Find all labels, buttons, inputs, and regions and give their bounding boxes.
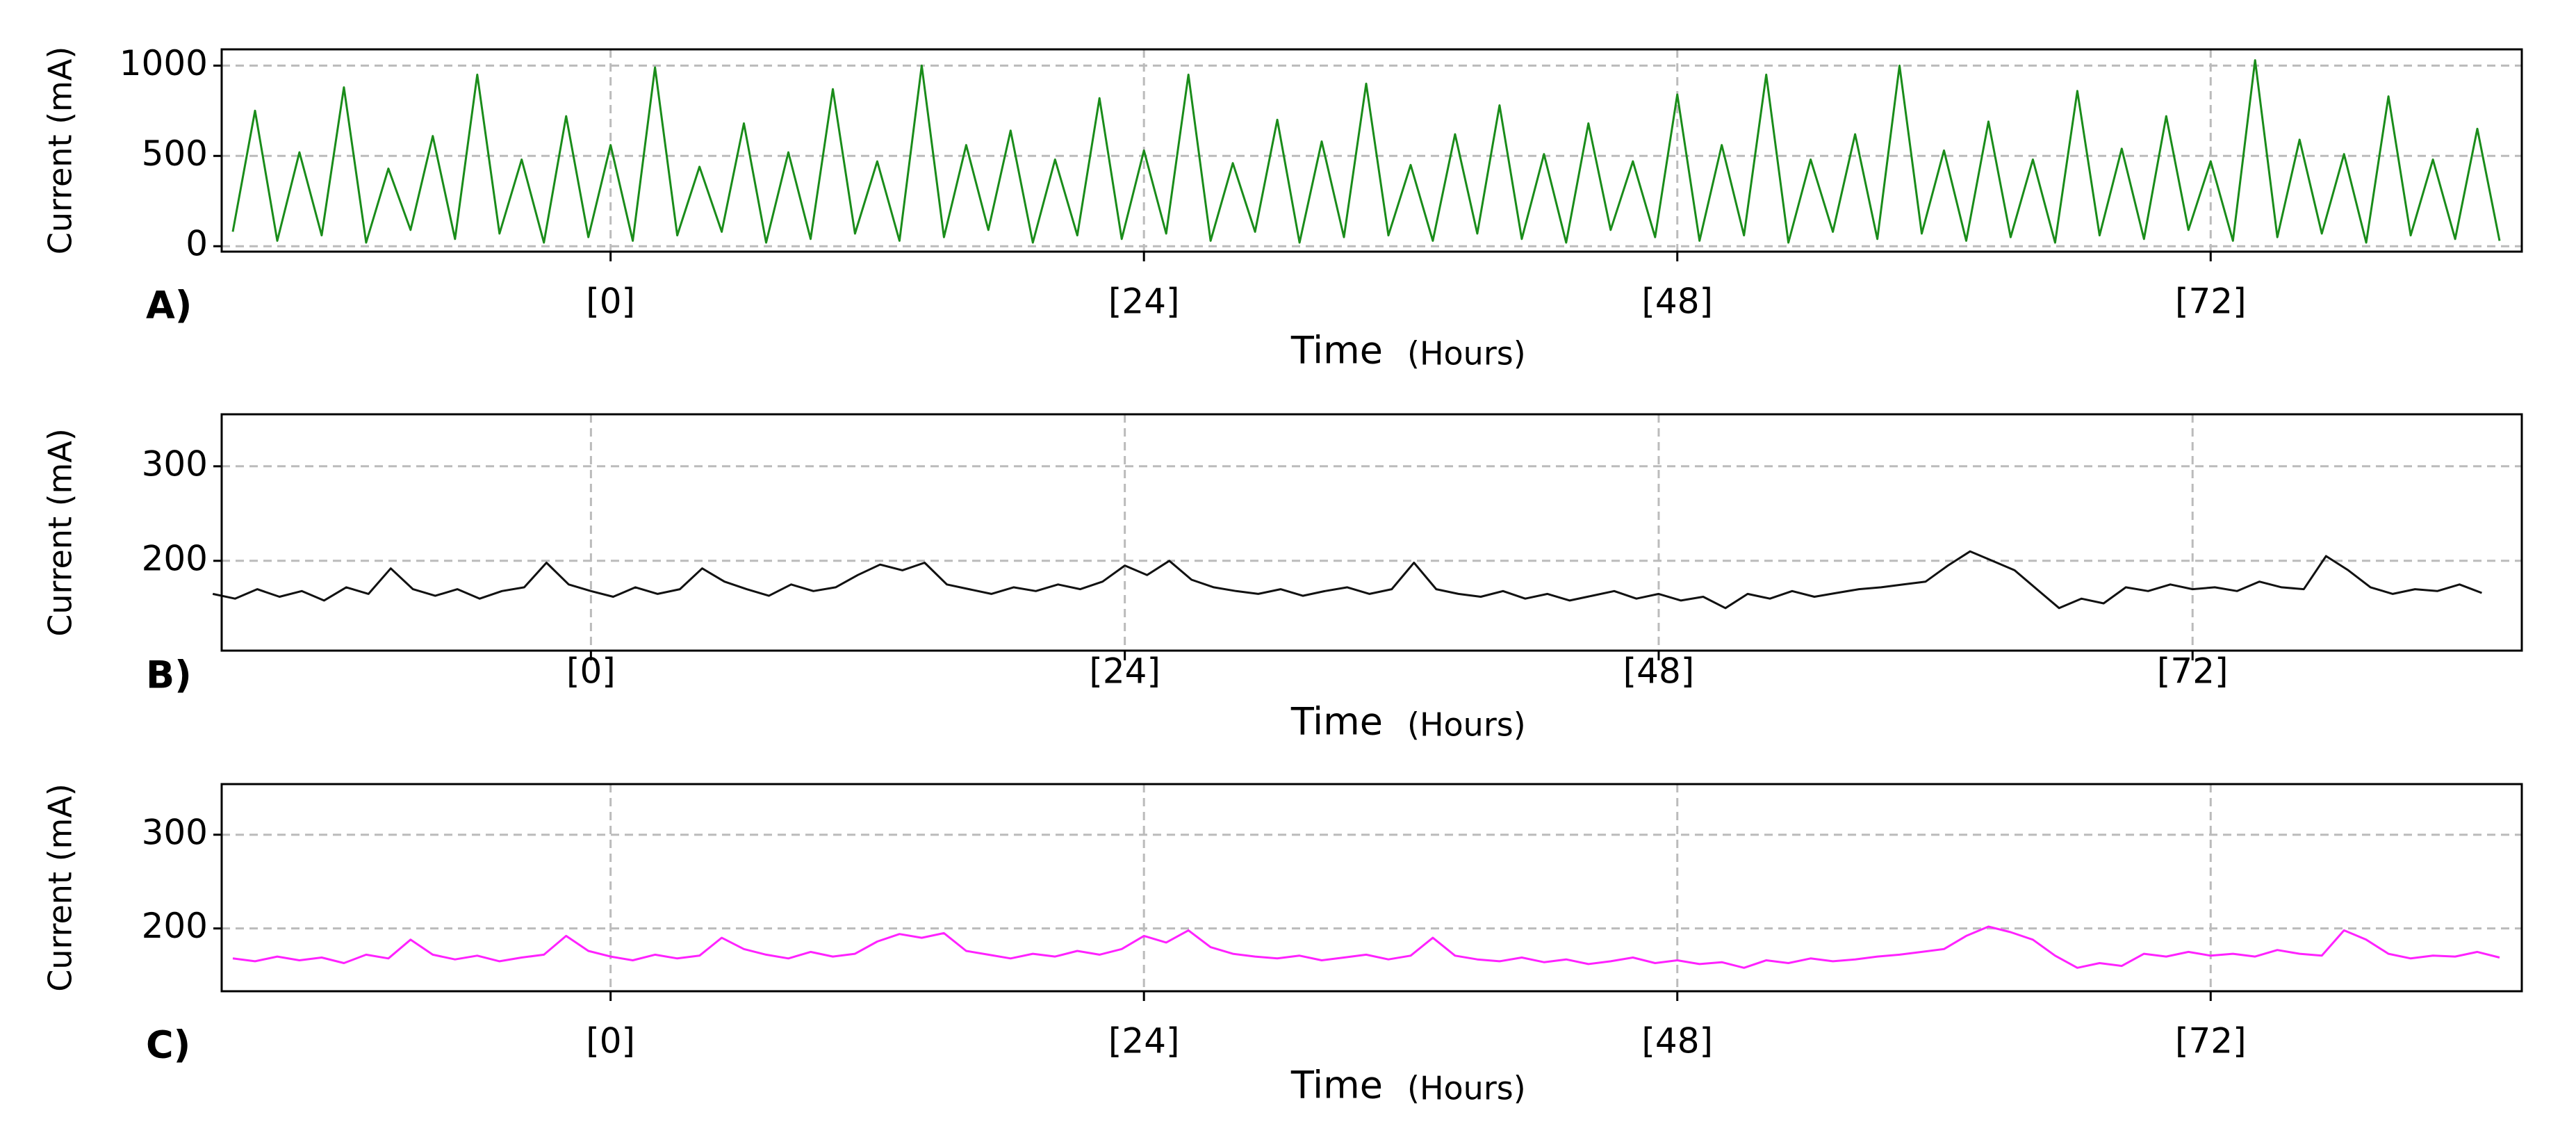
y-tick-label: 1000 <box>120 43 208 83</box>
x-axis-unit: (Hours) <box>1407 1070 1526 1107</box>
y-tick-label: 200 <box>142 906 208 946</box>
x-axis-unit: (Hours) <box>1407 335 1526 373</box>
panel-label: C) <box>146 1023 190 1067</box>
x-axis-title: Time <box>1290 329 1383 373</box>
data-line <box>231 59 2501 244</box>
plot-border <box>220 413 2523 652</box>
x-tick-label: [72] <box>2175 1021 2247 1061</box>
x-tick-label: [24] <box>1108 1021 1180 1061</box>
x-tick-label: [0] <box>566 651 616 692</box>
x-tick-label: [24] <box>1108 282 1180 322</box>
y-tick-label: 300 <box>142 812 208 852</box>
x-tick-label: [48] <box>1641 1021 1713 1061</box>
y-axis-title: Current (mA) <box>42 47 79 255</box>
x-tick-label: [48] <box>1623 651 1695 692</box>
panel-label: A) <box>146 284 192 327</box>
y-tick-label: 0 <box>186 224 208 264</box>
plot-area <box>220 783 2523 993</box>
data-line <box>212 550 2482 610</box>
x-tick-label: [72] <box>2175 282 2247 322</box>
x-tick-label: [48] <box>1641 282 1713 322</box>
plot-area <box>220 413 2523 652</box>
y-tick-label: 300 <box>142 443 208 484</box>
plot-area <box>220 48 2523 253</box>
x-tick-label: [0] <box>586 1021 635 1061</box>
x-axis-title: Time <box>1290 700 1383 744</box>
x-tick-label: [24] <box>1089 651 1160 692</box>
y-axis-title: Current (mA) <box>42 783 79 992</box>
panel-label: B) <box>146 653 192 697</box>
y-axis-title: Current (mA) <box>42 428 79 637</box>
y-tick-label: 200 <box>142 538 208 578</box>
x-axis-unit: (Hours) <box>1407 706 1526 744</box>
data-line <box>232 925 2500 969</box>
x-tick-label: [0] <box>586 282 635 322</box>
plot-border <box>220 48 2523 253</box>
plot-border <box>220 783 2523 993</box>
x-axis-title: Time <box>1290 1064 1383 1107</box>
y-tick-label: 500 <box>142 133 208 174</box>
x-tick-label: [72] <box>2157 651 2229 692</box>
